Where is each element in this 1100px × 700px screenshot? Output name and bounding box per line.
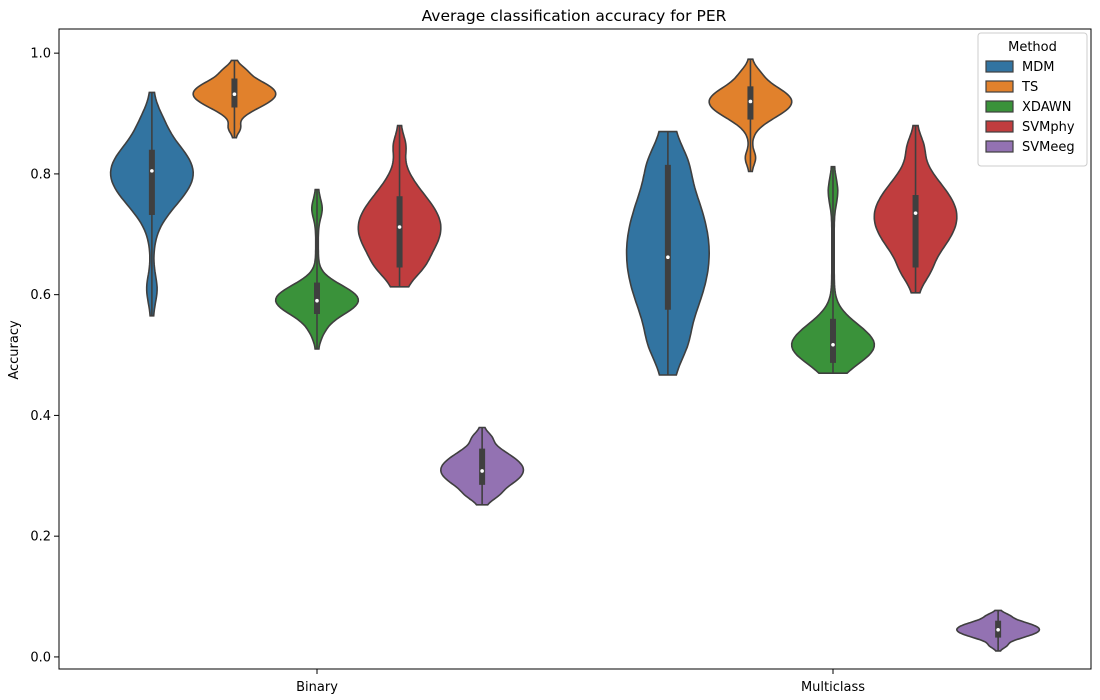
y-tick-label-4: 0.8 — [30, 167, 51, 182]
y-tick-label-2: 0.4 — [30, 409, 51, 424]
legend-label-xdawn: XDAWN — [1022, 100, 1071, 115]
iqr-box-xdawn-binary — [314, 282, 320, 314]
median-point-svmeeg-binary — [480, 469, 484, 473]
median-point-mdm-multiclass — [666, 255, 670, 260]
plot-area: 0.0 0.2 0.4 0.6 0.8 1.0 Binary Multiclass — [30, 47, 1041, 695]
iqr-box-svmeeg-binary — [479, 448, 486, 485]
median-point-ts-binary — [232, 92, 237, 97]
median-point-svmeeg-multiclass — [996, 627, 1000, 632]
legend-label-svmphy: SVMphy — [1022, 120, 1075, 135]
iqr-box-mdm-binary — [148, 149, 155, 215]
x-tick-label-0: Binary — [296, 680, 338, 695]
x-tick-label-1: Multiclass — [801, 680, 865, 695]
legend-swatch-svmeeg — [985, 140, 1014, 153]
chart-title: Average classification accuracy for PER — [422, 7, 727, 25]
y-tick-label-5: 1.0 — [30, 47, 51, 62]
y-axis-label: Accuracy — [7, 320, 22, 380]
legend-label-mdm: MDM — [1022, 60, 1054, 75]
iqr-box-svmphy-multiclass — [912, 195, 919, 268]
median-point-ts-multiclass — [748, 99, 753, 104]
iqr-box-mdm-multiclass — [664, 164, 671, 310]
legend-swatch-xdawn — [985, 100, 1014, 113]
iqr-box-svmphy-binary — [396, 196, 403, 268]
plot-frame — [58, 28, 1092, 670]
median-point-svmphy-binary — [397, 225, 402, 229]
iqr-box-xdawn-multiclass — [830, 318, 836, 363]
legend-label-svmeeg: SVMeeg — [1022, 140, 1075, 155]
legend-swatch-ts — [985, 80, 1014, 93]
legend: Method MDM TS XDAWN SVMphy SVMeeg — [977, 32, 1088, 167]
legend-swatch-svmphy — [985, 120, 1014, 133]
median-point-xdawn-multiclass — [831, 342, 835, 347]
legend-title: Method — [1008, 40, 1057, 55]
y-tick-label-1: 0.2 — [30, 530, 51, 545]
median-point-svmphy-multiclass — [913, 211, 918, 215]
legend-swatch-mdm — [985, 60, 1014, 73]
y-tick-label-3: 0.6 — [30, 288, 51, 303]
y-tick-label-0: 0.0 — [30, 650, 51, 665]
legend-label-ts: TS — [1021, 80, 1038, 95]
median-point-xdawn-binary — [315, 298, 319, 303]
median-point-mdm-binary — [150, 169, 154, 173]
